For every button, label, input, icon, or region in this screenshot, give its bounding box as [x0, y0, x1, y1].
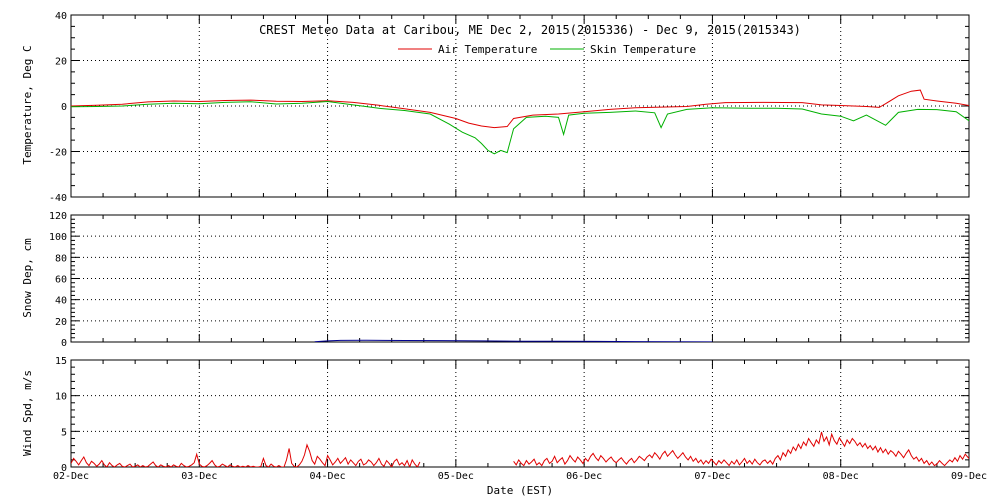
y-tick-label: 20 — [55, 317, 67, 328]
x-tick-label: 02-Dec — [53, 471, 89, 482]
y-tick-label: -40 — [49, 193, 67, 204]
y-tick-label: 40 — [55, 11, 67, 22]
legend-air-label: Air Temperature — [438, 43, 537, 56]
y-tick-label: 0 — [61, 102, 67, 113]
series-line-panel2-seg0 — [71, 443, 421, 467]
wind-speed-panel: Wind Spd, m/s Date (EST) 0 5 10 15 02-Dec 03-… — [21, 356, 987, 497]
y-tick-label: 100 — [49, 232, 67, 243]
x-tick-label: 06-Dec — [566, 471, 602, 482]
y-tick-label: -20 — [49, 148, 67, 159]
y-tick-label: 20 — [55, 57, 67, 68]
y-tick-label: 5 — [61, 427, 67, 438]
y-tick-label: 0 — [61, 338, 67, 349]
x-tick-label: 03-Dec — [181, 471, 217, 482]
series-line-skin-temperature — [71, 100, 969, 155]
temperature-ylabel: Temperature, Deg C — [21, 45, 34, 164]
snow-depth-panel: Snow Dep, cm 0 20 40 60 80 100 120 — [21, 211, 970, 349]
y-tick-label: 80 — [55, 253, 67, 264]
series-line-air-temperature — [71, 89, 969, 129]
y-tick-label: 60 — [55, 275, 67, 286]
y-tick-label: 15 — [55, 356, 67, 367]
x-axis-label: Date (EST) — [487, 484, 553, 497]
x-tick-label: 08-Dec — [823, 471, 859, 482]
series-line-panel1 — [314, 339, 713, 342]
legend-skin-label: Skin Temperature — [590, 43, 696, 56]
x-tick-label: 09-Dec — [951, 471, 987, 482]
x-tick-label: 05-Dec — [438, 471, 474, 482]
snow-ylabel: Snow Dep, cm — [21, 238, 34, 318]
wind-ylabel: Wind Spd, m/s — [21, 370, 34, 456]
y-tick-label: 120 — [49, 211, 67, 222]
plot-frame — [70, 359, 970, 468]
series-line-panel2-seg1 — [513, 431, 969, 467]
y-tick-label: 10 — [55, 392, 67, 403]
x-tick-label: 04-Dec — [310, 471, 346, 482]
y-tick-label: 40 — [55, 296, 67, 307]
y-tick-label: 0 — [61, 463, 67, 474]
x-tick-label: 07-Dec — [694, 471, 730, 482]
chart-title: CREST Meteo Data at Caribou, ME Dec 2, 2… — [259, 23, 801, 37]
temperature-panel: CREST Meteo Data at Caribou, ME Dec 2, 2… — [21, 11, 970, 204]
legend: Air Temperature Skin Temperature — [398, 43, 696, 56]
